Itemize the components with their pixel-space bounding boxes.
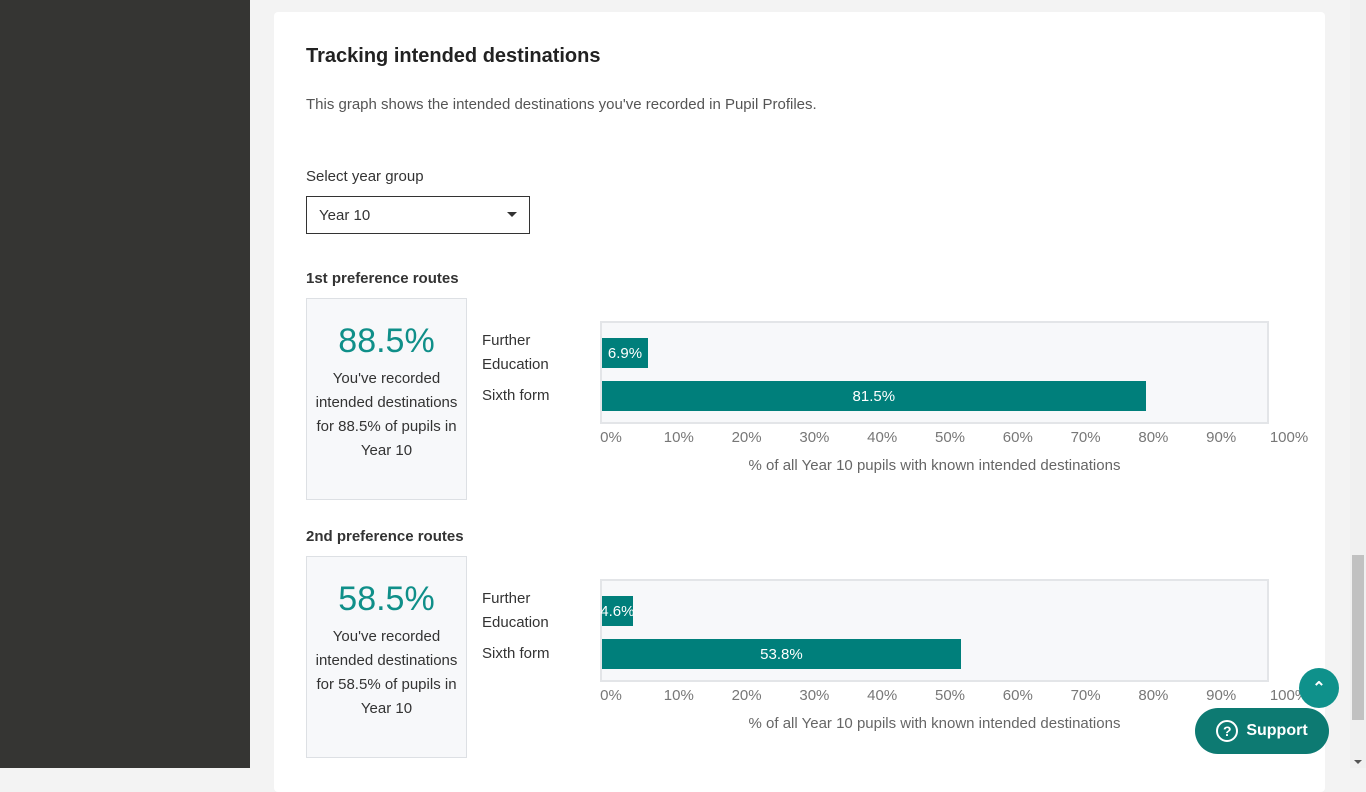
bar-label: 81.5% xyxy=(852,387,896,405)
section-heading: 2nd preference routes xyxy=(306,528,464,545)
x-tick-label: 50% xyxy=(934,429,966,446)
x-axis-label: % of all Year 10 pupils with known inten… xyxy=(748,715,1121,732)
destinations-card: Tracking intended destinations This grap… xyxy=(274,12,1325,792)
bar: 81.5% xyxy=(602,381,1146,411)
x-tick-label: 50% xyxy=(934,687,966,704)
bar-chart: 4.6% 53.8% 0% 10% 20% 30% 40% 50% 60% 70% 80% 90% 10… xyxy=(600,579,1320,732)
x-tick-label: 60% xyxy=(1002,687,1033,704)
stat-value: 58.5% xyxy=(338,580,435,618)
stat-value: 88.5% xyxy=(338,322,435,360)
x-tick-label: 30% xyxy=(799,687,830,704)
section-heading: 1st preference routes xyxy=(306,270,459,287)
plot-area: 4.6% 53.8% xyxy=(600,579,1269,682)
stat-box: 58.5% You've recorded intended destinatio… xyxy=(306,556,467,758)
x-tick-label: 20% xyxy=(731,687,762,704)
year-select-label: Select year group xyxy=(306,168,424,185)
x-tick-label: 40% xyxy=(867,687,898,704)
chevron-up-icon: ⌃ xyxy=(1312,680,1326,697)
stat-box: 88.5% You've recorded intended destinatio… xyxy=(306,298,467,500)
bar-label: 6.9% xyxy=(607,344,643,362)
scrollbar-thumb[interactable] xyxy=(1352,555,1364,720)
category-label: Further Education xyxy=(482,332,549,373)
question-circle-icon: ? xyxy=(1216,720,1239,742)
x-axis-label: % of all Year 10 pupils with known inten… xyxy=(748,457,1121,474)
bar: 6.9% xyxy=(602,338,649,368)
caret-down-icon xyxy=(507,212,517,217)
x-tick-label: 60% xyxy=(1002,429,1033,446)
x-tick-label: 40% xyxy=(867,429,898,446)
x-tick-label: 70% xyxy=(1070,429,1101,446)
x-tick-label: 10% xyxy=(663,687,694,704)
x-tick-label: 100% xyxy=(1269,429,1309,446)
description: This graph shows the intended destinatio… xyxy=(306,96,817,113)
stat-text: You've recorded intended destinations fo… xyxy=(315,628,458,717)
x-tick-label: 90% xyxy=(1206,429,1237,446)
support-label: Support xyxy=(1246,722,1308,739)
x-tick-label: 0% xyxy=(600,687,622,704)
category-label: Further Education xyxy=(482,590,549,631)
year-select-value: Year 10 xyxy=(319,207,371,224)
category-labels: Further Education Sixth form xyxy=(482,587,562,666)
sidebar xyxy=(0,0,250,768)
x-tick-label: 80% xyxy=(1138,429,1169,446)
scrollbar[interactable] xyxy=(1350,0,1366,768)
back-to-top-button[interactable]: ⌃ xyxy=(1299,668,1339,708)
plot-area: 6.9% 81.5% xyxy=(600,321,1269,424)
page-title: Tracking intended destinations xyxy=(306,45,601,67)
x-tick-label: 0% xyxy=(600,429,622,446)
x-tick-label: 80% xyxy=(1138,687,1169,704)
scroll-down-arrow-icon[interactable] xyxy=(1354,760,1362,764)
bar: 4.6% xyxy=(600,596,635,626)
bar-label: 53.8% xyxy=(760,645,803,663)
bar-label: 4.6% xyxy=(600,602,635,620)
category-label: Sixth form xyxy=(482,645,550,662)
category-label: Sixth form xyxy=(482,387,550,404)
bar: 53.8% xyxy=(602,639,961,669)
category-labels: Further Education Sixth form xyxy=(482,329,562,408)
x-tick-label: 100% xyxy=(1269,687,1309,704)
x-tick-label: 90% xyxy=(1206,687,1237,704)
bar-chart: 6.9% 81.5% 0% 10% 20% 30% 40% 50% 60% 70% 80% 90% 10… xyxy=(600,321,1320,474)
x-tick-label: 20% xyxy=(731,429,762,446)
stat-text: You've recorded intended destinations fo… xyxy=(315,370,458,459)
x-tick-label: 10% xyxy=(663,429,694,446)
year-group-select[interactable]: Year 10 xyxy=(306,196,530,234)
x-tick-label: 30% xyxy=(799,429,830,446)
x-tick-label: 70% xyxy=(1070,687,1101,704)
support-button[interactable]: ? Support xyxy=(1195,708,1329,754)
